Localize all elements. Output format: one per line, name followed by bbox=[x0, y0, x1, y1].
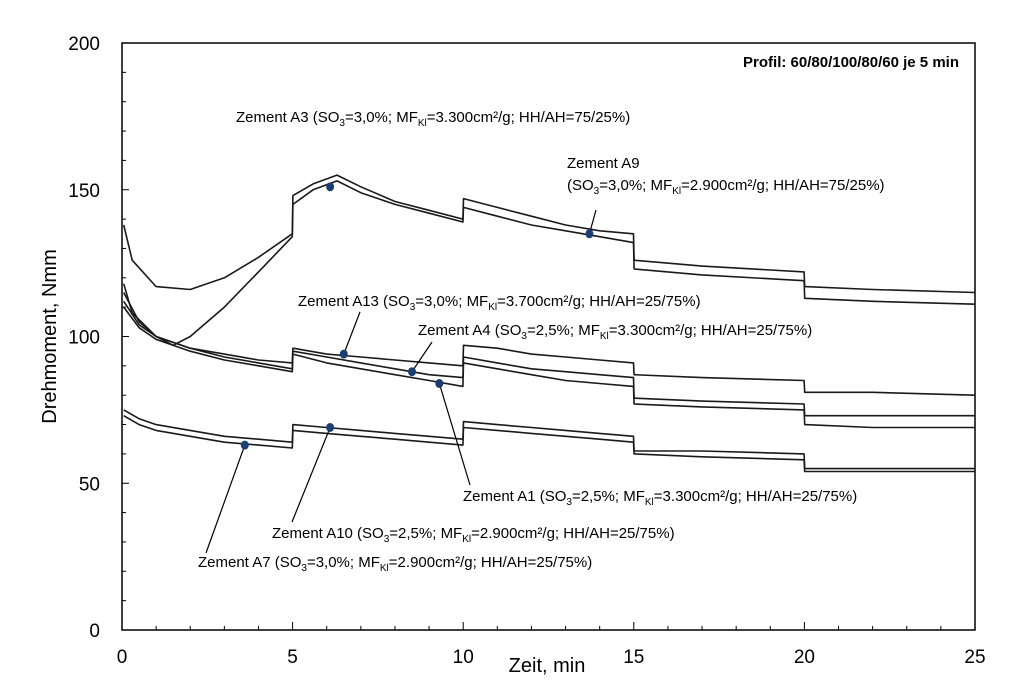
annotation-marker bbox=[435, 378, 444, 388]
annotation-zement-a4: Zement A4 (SO3=2,5%; MFKl=3.300cm²/g; HH… bbox=[408, 322, 812, 377]
annotation-label: Zement A13 (SO3=3,0%; MFKl=3.700cm²/g; H… bbox=[298, 293, 701, 313]
series-line-zement-a7 bbox=[123, 415, 975, 473]
annotation-label: Zement A7 (SO3=3,0%; MFKl=2.900cm²/g; HH… bbox=[198, 554, 592, 574]
annotation-marker bbox=[326, 422, 335, 432]
annotation-zement-a7: Zement A7 (SO3=3,0%; MFKl=2.900cm²/g; HH… bbox=[198, 440, 592, 574]
annotation-title: Zement A9 bbox=[567, 155, 640, 172]
x-axis-title: Zeit, min bbox=[509, 655, 586, 677]
annotation-marker bbox=[326, 182, 335, 192]
annotation-label: Zement A10 (SO3=2,5%; MFKl=2.900cm²/g; H… bbox=[272, 525, 675, 545]
annotation-label: Zement A3 (SO3=3,0%; MFKl=3.300cm²/g; HH… bbox=[236, 109, 630, 129]
annotation-zement-a3: Zement A3 (SO3=3,0%; MFKl=3.300cm²/g; HH… bbox=[236, 109, 630, 192]
annotation-zement-a13: Zement A13 (SO3=3,0%; MFKl=3.700cm²/g; H… bbox=[298, 293, 701, 359]
annotation-label: (SO3=3,0%; MFKl=2.900cm²/g; HH/AH=75/25%… bbox=[567, 177, 885, 197]
series-line-zement-a9 bbox=[122, 180, 976, 347]
x-tick-label: 25 bbox=[964, 647, 985, 668]
series-line-zement-a1 bbox=[123, 306, 975, 429]
annotation-layer: Zement A3 (SO3=3,0%; MFKl=3.300cm²/g; HH… bbox=[198, 109, 885, 574]
x-tick-label: 20 bbox=[794, 647, 815, 668]
x-tick-label: 0 bbox=[117, 647, 128, 668]
annotation-marker bbox=[339, 349, 348, 359]
x-tick-label: 5 bbox=[287, 647, 298, 668]
annotation-marker bbox=[240, 440, 249, 450]
annotation-leader-line bbox=[343, 311, 361, 355]
y-tick-label: 0 bbox=[89, 621, 100, 642]
axis-ticks: 0 5 10 15 20 25 0 50 100 150 200 bbox=[68, 34, 985, 668]
annotation-leader-line bbox=[205, 444, 246, 554]
annotation-label: Zement A1 (SO3=2,5%; MFKl=3.300cm²/g; HH… bbox=[463, 488, 857, 508]
annotation-leader-line bbox=[291, 427, 331, 523]
annotation-zement-a1: Zement A1 (SO3=2,5%; MFKl=3.300cm²/g; HH… bbox=[435, 378, 857, 508]
y-tick-label: 100 bbox=[68, 328, 100, 349]
annotation-zement-a9: Zement A9 (SO3=3,0%; MFKl=2.900cm²/g; HH/… bbox=[567, 155, 885, 239]
x-tick-label: 15 bbox=[623, 647, 644, 668]
annotation-zement-a10: Zement A10 (SO3=2,5%; MFKl=2.900cm²/g; H… bbox=[272, 422, 675, 545]
series-line-zement-a3 bbox=[122, 174, 976, 294]
annotation-marker bbox=[585, 229, 594, 239]
y-tick-label: 150 bbox=[68, 181, 100, 202]
annotation-leader-line bbox=[411, 341, 433, 373]
annotation-label: Zement A4 (SO3=2,5%; MFKl=3.300cm²/g; HH… bbox=[418, 322, 812, 342]
y-tick-label: 200 bbox=[68, 34, 100, 55]
series-layer bbox=[122, 174, 976, 473]
annotation-leader-line bbox=[438, 383, 471, 486]
x-tick-label: 10 bbox=[453, 647, 474, 668]
y-tick-label: 50 bbox=[79, 474, 100, 495]
profile-note: Profil: 60/80/100/80/60 je 5 min bbox=[743, 54, 959, 71]
annotation-marker bbox=[408, 367, 417, 377]
y-axis-title: Drehmoment, Nmm bbox=[39, 249, 61, 423]
